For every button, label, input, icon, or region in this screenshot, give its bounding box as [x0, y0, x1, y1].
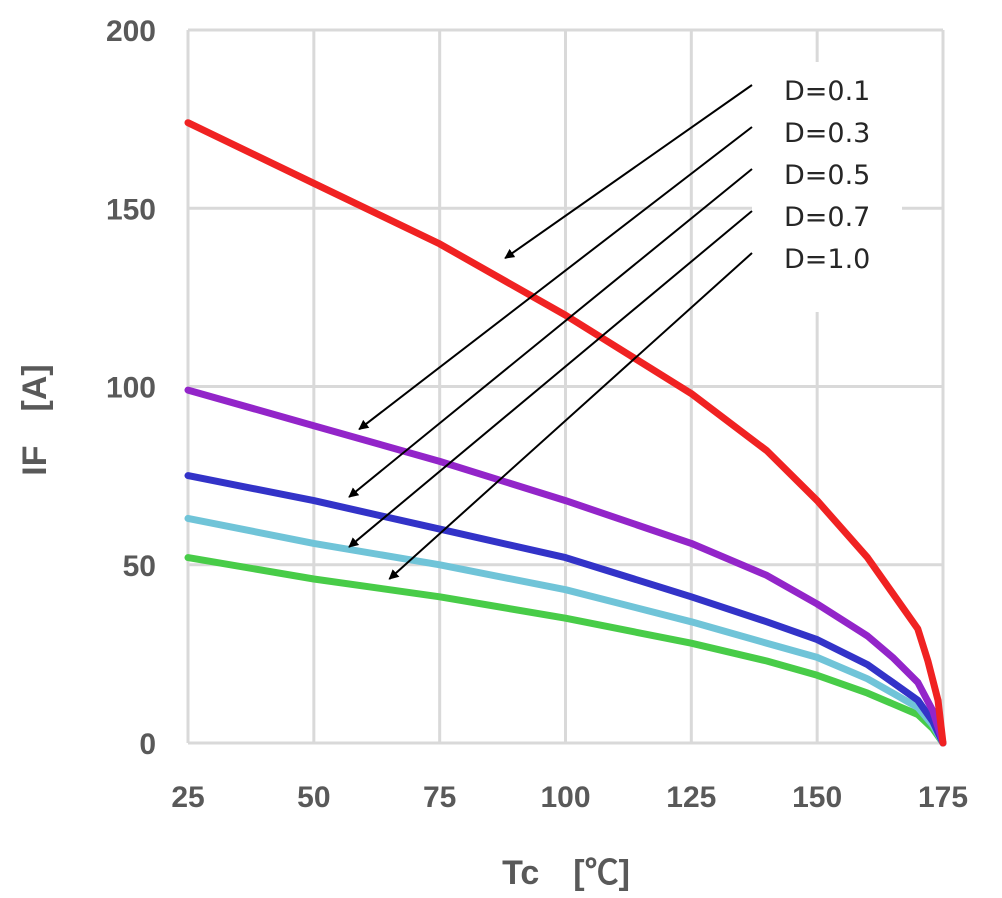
series-line-D=1.0: [184, 554, 947, 747]
series-line-D=0.3: [184, 386, 947, 747]
legend-arrow: [504, 84, 753, 259]
legend-arrow: [348, 210, 753, 548]
x-tick-label: 150: [792, 781, 842, 814]
legend-arrow: [388, 252, 753, 580]
y-tick-label: 50: [123, 550, 156, 583]
legend-arrow: [358, 126, 753, 431]
legend-label: D=0.3: [784, 118, 870, 149]
x-tick-label: 100: [540, 781, 590, 814]
legend-label: D=0.7: [784, 202, 870, 233]
y-tick-label: 100: [106, 372, 156, 405]
legend-background: [752, 62, 902, 312]
x-tick-label: 50: [297, 781, 330, 814]
series-lines: [184, 119, 947, 747]
legend: D=0.1 D=0.3 D=0.5 D=0.7 D=1.0: [348, 62, 902, 580]
x-tick-label: 125: [666, 781, 716, 814]
y-tick-label: 200: [106, 15, 156, 48]
y-tick-label: 0: [139, 728, 156, 761]
x-axis-title: Tc [℃]: [502, 854, 630, 892]
legend-label: D=1.0: [784, 244, 870, 275]
legend-label: D=0.5: [784, 160, 870, 191]
series-line-D=0.1: [184, 119, 947, 747]
y-tick-label: 150: [106, 193, 156, 226]
legend-arrow: [348, 168, 753, 498]
series-line-D=0.7: [184, 514, 947, 747]
series-line-D=0.5: [184, 472, 947, 747]
y-axis-title: IF [A]: [16, 364, 54, 475]
x-tick-label: 175: [918, 781, 968, 814]
x-tick-label: 75: [423, 781, 456, 814]
axis-ticks: 25 50 75 100 125 150 175 0 50 100 150 200: [106, 15, 968, 814]
legend-label: D=0.1: [784, 76, 870, 107]
x-tick-label: 25: [171, 781, 204, 814]
